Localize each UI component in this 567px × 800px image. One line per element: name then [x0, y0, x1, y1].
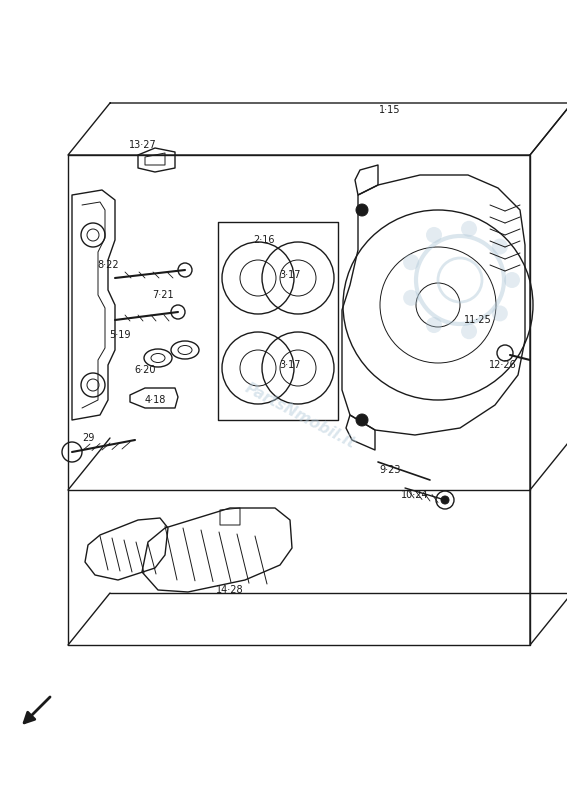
Text: 3·17: 3·17	[280, 270, 301, 280]
Circle shape	[492, 306, 508, 322]
Text: 29: 29	[82, 433, 94, 443]
Text: PartsNmobil.it: PartsNmobil.it	[243, 381, 358, 451]
Text: 10·24: 10·24	[401, 490, 429, 500]
Text: 1·15: 1·15	[379, 105, 401, 115]
Text: 4·18: 4·18	[145, 395, 166, 405]
Text: 11·25: 11·25	[464, 315, 492, 325]
Text: 9·23: 9·23	[379, 465, 401, 475]
Text: 8·22: 8·22	[97, 260, 119, 270]
Circle shape	[403, 290, 419, 306]
Circle shape	[426, 227, 442, 243]
Circle shape	[426, 317, 442, 333]
Text: 13·27: 13·27	[129, 140, 157, 150]
Circle shape	[356, 414, 368, 426]
Circle shape	[461, 221, 477, 237]
Circle shape	[441, 496, 449, 504]
Text: 6·20: 6·20	[134, 365, 156, 375]
Circle shape	[504, 272, 520, 288]
Circle shape	[403, 254, 419, 270]
Text: 5·19: 5·19	[109, 330, 131, 340]
Text: 3·17: 3·17	[280, 360, 301, 370]
Text: 2·16: 2·16	[253, 235, 275, 245]
Text: 12·26: 12·26	[489, 360, 517, 370]
Circle shape	[492, 238, 508, 254]
Text: 7·21: 7·21	[152, 290, 174, 300]
Text: 14·28: 14·28	[216, 585, 244, 595]
Circle shape	[461, 323, 477, 339]
Circle shape	[356, 204, 368, 216]
